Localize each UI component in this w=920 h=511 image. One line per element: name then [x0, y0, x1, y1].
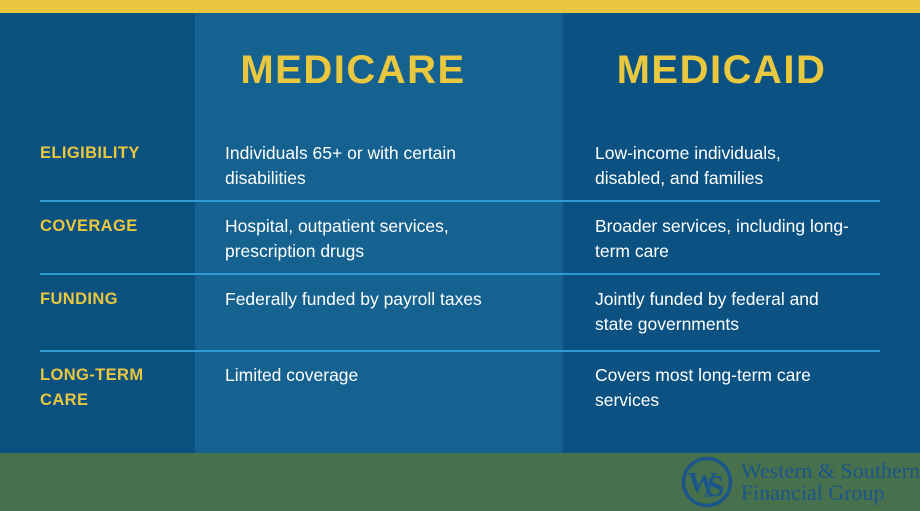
cell-text-line: Federally funded by payroll taxes: [225, 289, 482, 309]
cell-text-line: prescription drugs: [225, 241, 365, 261]
cell-text-line: services: [595, 390, 660, 410]
medicaid-column-background: [563, 13, 920, 453]
row-label-long-term-care: LONG-TERM CARE: [40, 366, 144, 409]
cell-text-line: Hospital, outpatient services,: [225, 216, 449, 236]
funding-medicare-cell: Federally funded by payroll taxes: [225, 287, 525, 312]
row-label-coverage: COVERAGE: [40, 217, 138, 235]
long-term-care-medicare-cell: Limited coverage: [225, 363, 525, 388]
monogram-w: W: [688, 467, 717, 499]
row-label-eligibility: ELIGIBILITY: [40, 144, 140, 162]
cell-text-line: Jointly funded by federal and: [595, 289, 819, 309]
cell-text-line: state governments: [595, 314, 739, 334]
cell-text-line: Broader services, including long-: [595, 216, 849, 236]
company-logo: W S & Western & Southern Financial Group: [680, 455, 920, 509]
row-divider: [40, 350, 880, 352]
row-divider: [40, 273, 880, 275]
brand-name-line1: Western & Southern: [740, 458, 920, 483]
top-accent-bar: [0, 0, 920, 13]
coverage-medicaid-cell: Broader services, including long- term c…: [595, 214, 895, 264]
cell-text-line: disabilities: [225, 168, 306, 188]
cell-text-line: term care: [595, 241, 669, 261]
long-term-care-medicaid-cell: Covers most long-term care services: [595, 363, 895, 413]
funding-medicaid-cell: Jointly funded by federal and state gove…: [595, 287, 895, 337]
cell-text-line: Low-income individuals,: [595, 143, 781, 163]
medicare-column-background: [195, 13, 563, 453]
row-divider: [40, 200, 880, 202]
monogram-ampersand: &: [704, 488, 713, 500]
cell-text-line: Covers most long-term care: [595, 365, 811, 385]
eligibility-medicare-cell: Individuals 65+ or with certain disabili…: [225, 141, 525, 191]
ws-monogram-icon: W S &: [681, 456, 733, 508]
cell-text-line: Limited coverage: [225, 365, 359, 385]
eligibility-medicaid-cell: Low-income individuals, disabled, and fa…: [595, 141, 895, 191]
monogram-s: S: [707, 468, 724, 503]
brand-name: Western & Southern Financial Group: [741, 460, 920, 504]
cell-text-line: Individuals 65+ or with certain: [225, 143, 457, 163]
footer-bar: [0, 453, 920, 511]
cell-text-line: disabled, and families: [595, 168, 764, 188]
coverage-medicare-cell: Hospital, outpatient services, prescript…: [225, 214, 525, 264]
medicaid-column-header: MEDICAID: [616, 48, 827, 92]
row-label-funding: FUNDING: [40, 290, 118, 308]
brand-name-line2: Financial Group: [740, 480, 885, 505]
medicare-column-header: MEDICARE: [240, 48, 466, 92]
